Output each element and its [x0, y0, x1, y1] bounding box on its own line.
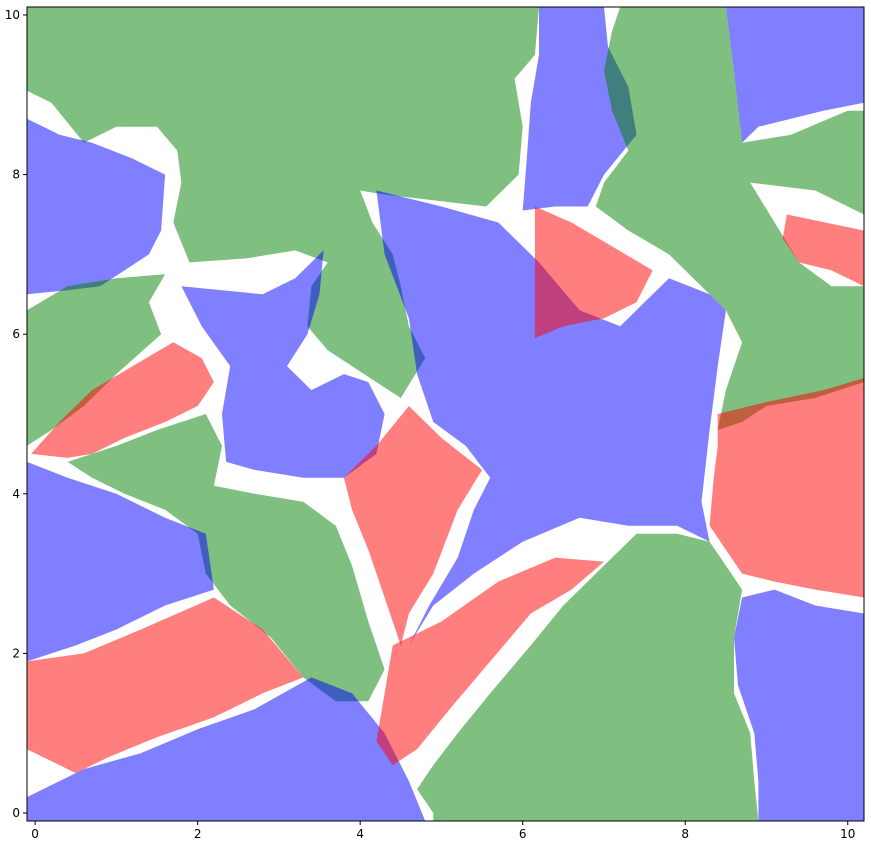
polygon-layer [27, 7, 864, 821]
x-tick-label: 2 [194, 827, 202, 841]
x-tick-label: 8 [681, 827, 689, 841]
blue-polygon-5 [27, 119, 165, 295]
y-tick-label: 0 [12, 806, 20, 820]
x-tick-label: 10 [840, 827, 855, 841]
x-tick-label: 6 [519, 827, 527, 841]
y-tick-label: 6 [12, 327, 20, 341]
y-tick-label: 4 [12, 487, 20, 501]
x-tick-label: 4 [356, 827, 364, 841]
y-tick-label: 8 [12, 168, 20, 182]
x-axis: 0 2 4 6 8 10 [31, 821, 855, 841]
red-polygon-12 [710, 378, 864, 597]
y-axis: 0 2 4 6 8 10 [5, 8, 27, 820]
y-tick-label: 10 [5, 8, 20, 22]
y-tick-label: 2 [12, 646, 20, 660]
x-tick-label: 0 [31, 827, 39, 841]
